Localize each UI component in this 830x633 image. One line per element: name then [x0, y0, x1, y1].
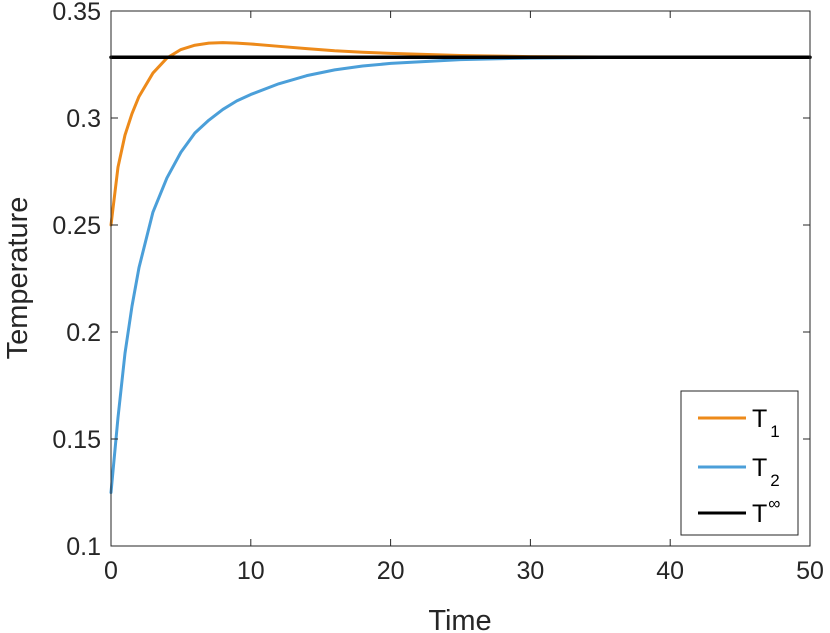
x-tick-label: 10 [237, 557, 265, 585]
legend-label-t1-subscript: 1 [770, 422, 779, 441]
legend-label-tinf-superscript: ∞ [768, 494, 780, 513]
y-tick-label: 0.1 [66, 533, 101, 561]
y-tick-label: 0.2 [66, 319, 101, 347]
x-tick-labels: 0 10 20 30 40 50 [104, 557, 824, 585]
legend-label-t2-name: T [752, 454, 767, 482]
y-tick-label: 0.35 [52, 0, 101, 26]
y-tick-label: 0.15 [52, 426, 101, 454]
legend-label-tinf: T∞ [752, 494, 780, 528]
legend-label-t1-name: T [752, 405, 767, 433]
x-tick-label: 20 [377, 557, 405, 585]
x-axis-label: Time [428, 605, 491, 633]
x-tick-label: 0 [104, 557, 118, 585]
legend-label-tinf-name: T [752, 500, 767, 528]
y-tick-label: 0.25 [52, 212, 101, 240]
x-tick-label: 50 [796, 557, 824, 585]
x-tick-label: 30 [516, 557, 544, 585]
y-tick-label: 0.3 [66, 105, 101, 133]
y-axis-label: Temperature [2, 197, 34, 360]
ticks-layer [110, 10, 811, 547]
plot-frame [110, 10, 811, 547]
series-layer [109, 41, 812, 494]
x-tick-label: 40 [656, 557, 684, 585]
legend-box [680, 390, 799, 536]
y-tick-labels: 0.1 0.15 0.2 0.25 0.3 0.35 [52, 0, 101, 561]
legend-label-t2-subscript: 2 [770, 471, 779, 490]
